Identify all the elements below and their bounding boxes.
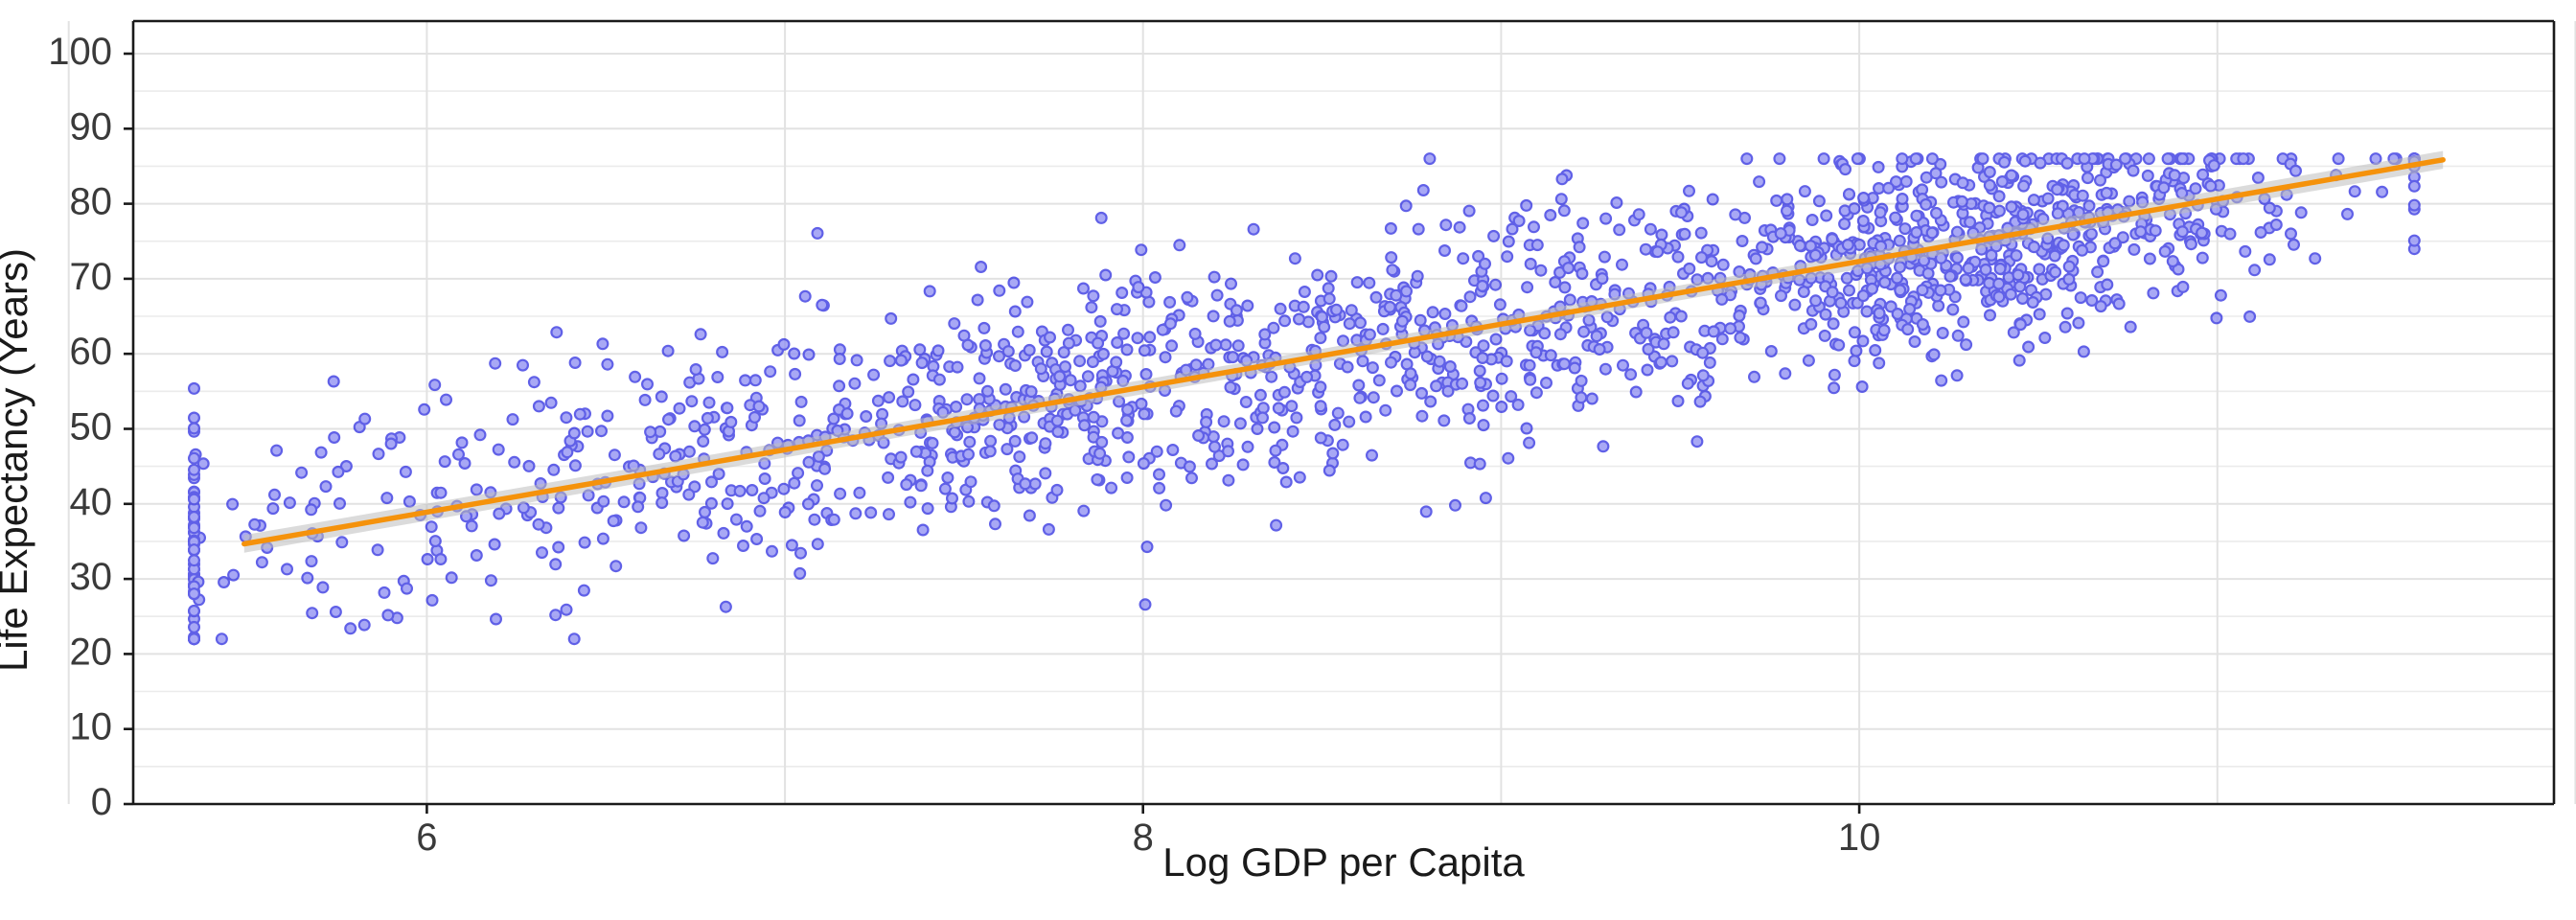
svg-text:40: 40 [70, 481, 113, 523]
svg-text:50: 50 [70, 406, 113, 448]
svg-text:60: 60 [70, 331, 113, 373]
svg-text:10: 10 [70, 706, 113, 748]
svg-text:20: 20 [70, 631, 113, 673]
svg-text:30: 30 [70, 556, 113, 598]
svg-text:6: 6 [416, 816, 437, 859]
svg-text:10: 10 [1838, 816, 1881, 859]
svg-text:70: 70 [70, 256, 113, 298]
svg-text:8: 8 [1133, 816, 1154, 859]
svg-text:0: 0 [91, 781, 112, 823]
svg-text:80: 80 [70, 181, 113, 223]
svg-text:90: 90 [70, 105, 113, 148]
svg-text:100: 100 [48, 31, 112, 73]
